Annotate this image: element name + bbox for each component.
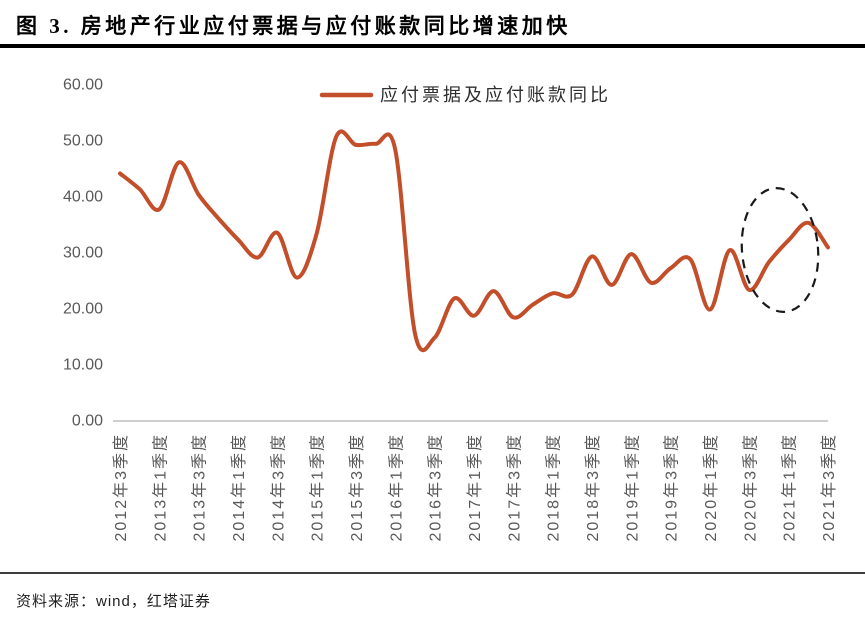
footer-divider bbox=[0, 572, 865, 574]
x-tick-label: 2015年1季度 bbox=[309, 433, 327, 542]
x-tick-label: 2013年3季度 bbox=[191, 433, 209, 542]
x-tick-label: 2020年1季度 bbox=[702, 433, 720, 542]
y-tick-label: 50.00 bbox=[63, 133, 103, 150]
title-underline bbox=[0, 44, 865, 48]
y-tick-label: 30.00 bbox=[63, 245, 103, 262]
legend-label: 应付票据及应付账款同比 bbox=[380, 85, 611, 105]
source-note: 资料来源：wind，红塔证券 bbox=[16, 593, 211, 610]
x-tick-label: 2020年3季度 bbox=[741, 433, 759, 542]
x-tick-label: 2019年1季度 bbox=[623, 433, 641, 542]
figure-title: 图 3. 房地产行业应付票据与应付账款同比增速加快 bbox=[16, 14, 571, 38]
annotation-ellipse bbox=[740, 187, 820, 313]
y-tick-label: 0.00 bbox=[72, 413, 103, 430]
x-tick-label: 2012年3季度 bbox=[112, 433, 130, 542]
legend: 应付票据及应付账款同比 bbox=[319, 85, 611, 105]
x-tick-label: 2014年3季度 bbox=[269, 433, 287, 542]
x-tick-label: 2017年3季度 bbox=[505, 433, 523, 542]
x-tick-label: 2021年3季度 bbox=[820, 433, 838, 542]
x-tick-label: 2018年1季度 bbox=[545, 433, 563, 542]
y-tick-label: 20.00 bbox=[63, 301, 103, 318]
x-tick-label: 2015年3季度 bbox=[348, 433, 366, 542]
x-tick-label: 2013年1季度 bbox=[151, 433, 169, 542]
x-tick-label: 2021年1季度 bbox=[781, 433, 799, 542]
x-tick-label: 2018年3季度 bbox=[584, 433, 602, 542]
y-tick-label: 60.00 bbox=[63, 77, 103, 94]
x-tick-label: 2016年3季度 bbox=[427, 433, 445, 542]
y-tick-label: 40.00 bbox=[63, 189, 103, 206]
x-tick-label: 2014年1季度 bbox=[230, 433, 248, 542]
x-axis-tick-labels: 2012年3季度 2013年1季度 2013年3季度 2014年1季度 2014年3季度… bbox=[112, 433, 838, 542]
x-tick-label: 2017年1季度 bbox=[466, 433, 484, 542]
x-tick-label: 2016年1季度 bbox=[387, 433, 405, 542]
y-tick-label: 10.00 bbox=[63, 357, 103, 374]
x-tick-label: 2019年3季度 bbox=[663, 433, 681, 542]
line-series-payables-yoy bbox=[118, 129, 830, 353]
y-axis-tick-labels: 60.00 50.00 40.00 30.00 20.00 10.00 0.00 bbox=[63, 77, 103, 430]
